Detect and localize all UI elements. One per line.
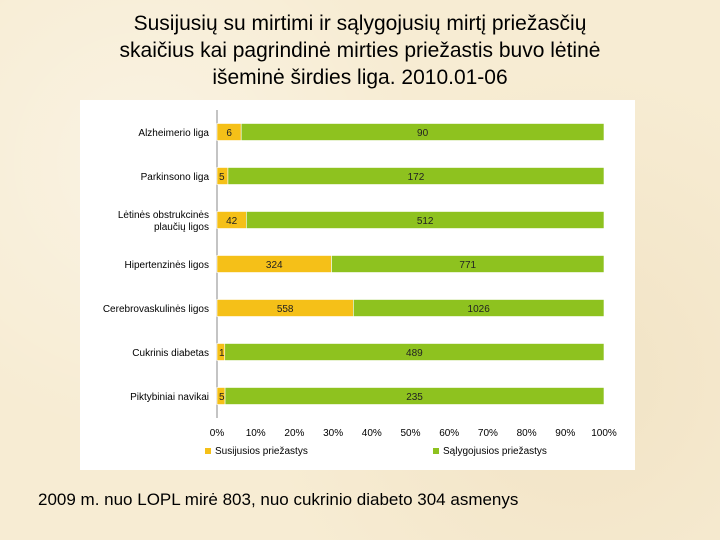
x-tick-label: 100% [591,428,617,439]
data-label: 90 [417,128,429,139]
data-label: 6 [226,128,232,139]
bar-salygojusios [353,299,605,317]
data-label: 5 [219,172,225,183]
legend-swatch [433,448,439,454]
x-tick-label: 80% [517,428,537,439]
x-tick-label: 50% [400,428,420,439]
data-label: 512 [417,216,434,227]
legend-label: Sąlygojusios priežastys [443,446,547,457]
data-label: 235 [406,392,423,403]
category-label: Lėtinės obstrukcinės plaučių ligos [118,210,209,233]
x-tick-label: 10% [246,428,266,439]
data-label: 324 [266,260,283,271]
stacked-bar-chart: Alzheimerio liga 6 90 Parkinsono liga 5 172 Lė… [103,110,617,457]
slide-title: Susijusių su mirtimi ir sąlygojusių mirt… [119,12,601,89]
legend-swatch [205,448,211,454]
x-tick-label: 30% [323,428,343,439]
data-label: 172 [408,172,425,183]
data-label: 42 [226,216,238,227]
data-label: 771 [459,260,476,271]
category-label: Alzheimerio liga [138,128,209,139]
bar-salygojusios [246,211,605,229]
data-label: 5 [219,392,225,403]
data-label: 558 [277,304,294,315]
data-label: 1026 [468,304,491,315]
bar-salygojusios [224,343,605,361]
chart-panel: Alzheimerio liga 6 90 Parkinsono liga 5 172 Lė… [80,100,635,470]
x-tick-label: 70% [478,428,498,439]
legend-label: Susijusios priežastys [215,446,308,457]
x-tick-label: 20% [284,428,304,439]
category-label: Cerebrovaskulinės ligos [103,304,209,315]
bar-salygojusios [224,387,605,405]
x-tick-label: 90% [555,428,575,439]
category-label: Cukrinis diabetas [132,348,209,359]
bar-salygojusios [331,255,605,273]
footer-note: 2009 m. nuo LOPL mirė 803, nuo cukrinio … [38,490,519,509]
bar-salygojusios [227,167,605,185]
x-tick-label: 0% [210,428,225,439]
bar-salygojusios [240,123,605,141]
x-tick-label: 60% [439,428,459,439]
category-label: Parkinsono liga [141,172,210,183]
category-label: Piktybiniai navikai [130,392,209,403]
x-tick-label: 40% [362,428,382,439]
data-label: 489 [406,348,423,359]
category-label: Hipertenzinės ligos [125,260,210,271]
